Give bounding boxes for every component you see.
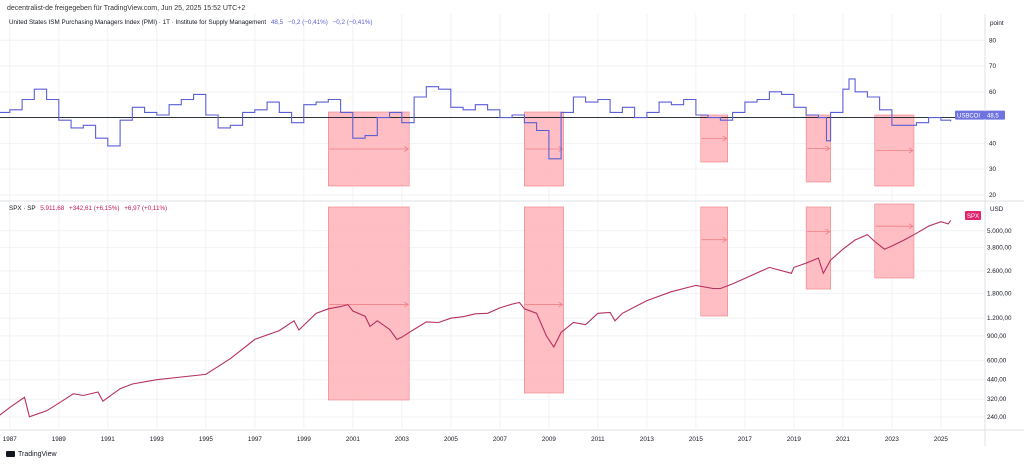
pmi-y-tick-label: 20 (989, 192, 997, 199)
recession-arrow-head (825, 228, 831, 235)
spx-y-tick-label: 3.800,00 (987, 245, 1012, 252)
recession-arrow-head (403, 146, 409, 152)
x-tick-label: 2013 (640, 436, 655, 443)
pmi-legend-title: United States ISM Purchasing Managers In… (9, 19, 267, 26)
spx-legend-change: +342,61 (+6,15%) (69, 205, 120, 212)
spx-y-tick-label: 5.000,00 (987, 228, 1012, 235)
pmi-axis-unit: point (990, 20, 1004, 27)
spx-y-tick-label: 440,00 (987, 377, 1007, 384)
pmi-value-tag-label: 48,5 (987, 114, 999, 120)
spx-y-tick-label: 240,00 (987, 414, 1007, 421)
x-tick-label: 2015 (689, 436, 704, 443)
spx-name-tag-label: SPX (967, 214, 979, 220)
pmi-y-tick-label: 30 (989, 166, 997, 173)
recession-box (874, 203, 915, 279)
pmi-y-tick-label: 60 (989, 89, 997, 96)
recession-arrow-head (558, 301, 564, 308)
spx-y-tick-label: 900,00 (987, 333, 1007, 340)
pmi-y-tick-label: 80 (989, 37, 997, 44)
pmi-value-tag (985, 110, 1005, 120)
recession-arrow-head (908, 223, 914, 230)
x-tick-label: 2025 (934, 436, 949, 443)
recession-arrow-head (722, 236, 728, 243)
x-tick-label: 2011 (591, 436, 605, 443)
x-tick-label: 1991 (101, 436, 116, 443)
published-line: decentralist-de freigegeben für TradingV… (7, 5, 246, 12)
x-tick-label: 1999 (297, 436, 312, 443)
recession-arrow-head (558, 146, 564, 152)
footer-brand-label: TradingView (18, 451, 57, 458)
spx-y-tick-label: 1.200,00 (987, 315, 1012, 322)
x-tick-label: 1993 (150, 436, 165, 443)
spx-legend: SPX · SP 5.911,68 +342,61 (+6,15%) +6,97… (9, 205, 167, 212)
x-tick-label: 1995 (199, 436, 214, 443)
spx-legend-value: 5.911,68 (40, 205, 65, 212)
spx-legend-title: SPX · SP (9, 205, 36, 212)
x-tick-label: 2023 (885, 436, 900, 443)
spx-axis-unit: USD (990, 206, 1004, 213)
spx-name-tag (965, 211, 981, 220)
pmi-y-tick-label: 40 (989, 140, 997, 147)
footer-brand[interactable]: TradingView (6, 451, 57, 458)
recession-arrow-head (403, 301, 409, 308)
x-tick-label: 1989 (52, 436, 67, 443)
pmi-series-line (0, 78, 952, 160)
recession-box (805, 206, 831, 290)
recession-box (700, 206, 729, 317)
x-tick-label: 1997 (248, 436, 263, 443)
x-tick-label: 2001 (346, 436, 361, 443)
pmi-name-tag (955, 110, 985, 120)
pmi-legend-change-2: −0,2 (−0,41%) (332, 19, 373, 26)
x-tick-label: 2007 (493, 436, 508, 443)
recession-arrow-head (908, 147, 914, 154)
recession-box (524, 206, 564, 394)
x-tick-label: 2003 (395, 436, 410, 443)
x-tick-label: 2019 (787, 436, 802, 443)
pmi-y-tick-label: 70 (989, 63, 997, 70)
recession-arrow-head (722, 135, 728, 142)
pmi-legend: United States ISM Purchasing Managers In… (9, 19, 372, 26)
spx-series-line (0, 220, 952, 418)
pmi-legend-value: 48,5 (270, 19, 284, 26)
spx-y-tick-label: 320,00 (987, 396, 1007, 403)
spx-y-tick-label: 2.600,00 (987, 268, 1012, 275)
recession-box (328, 206, 410, 401)
spx-y-tick-label: 1.800,00 (987, 290, 1012, 297)
tradingview-logo-icon (6, 451, 15, 458)
pmi-legend-change: −0,2 (−0,41%) (287, 19, 328, 26)
x-tick-label: 1987 (3, 436, 18, 443)
spx-legend-change-2: +6,97 (+0,11%) (124, 205, 168, 212)
spx-y-tick-label: 600,00 (987, 358, 1007, 365)
x-tick-label: 2009 (542, 436, 557, 443)
x-tick-label: 2005 (444, 436, 459, 443)
x-tick-label: 2021 (836, 436, 851, 443)
recession-arrow-head (825, 145, 831, 152)
pmi-name-tag-label: USBCOI (957, 114, 980, 120)
x-tick-label: 2017 (738, 436, 753, 443)
